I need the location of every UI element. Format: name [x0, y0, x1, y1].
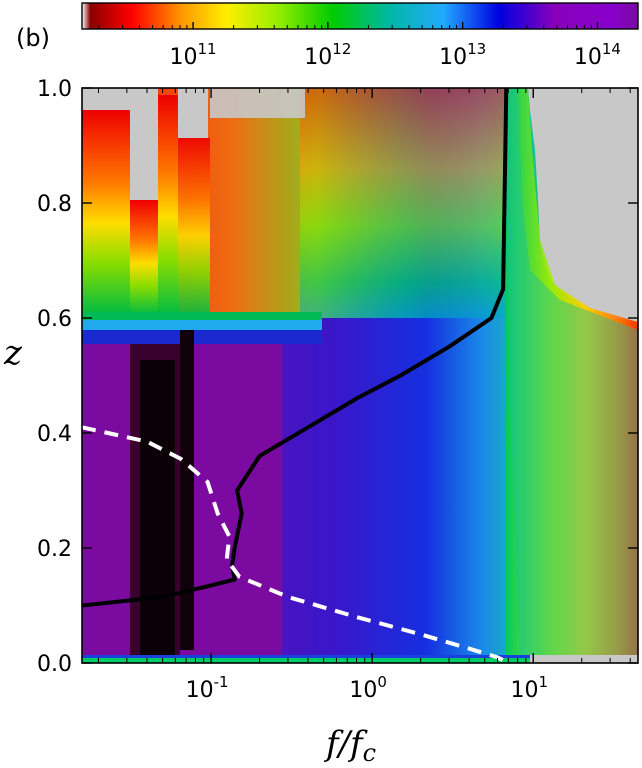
colorbar-ticks: 1011 1012 1013 1014 [98, 22, 621, 70]
x-axis-label: f/fc [323, 724, 376, 767]
nodata-top-right [528, 88, 638, 322]
x-tick-label: 101 [510, 673, 548, 703]
y-tick-label: 0.4 [37, 422, 72, 447]
y-axis-ticks: 0.0 0.2 0.4 0.6 0.8 1.0 [37, 77, 638, 677]
y-tick-label: 1.0 [37, 77, 72, 102]
colorbar-gradient [81, 2, 639, 30]
y-tick-label: 0.0 [37, 652, 72, 677]
x-tick-label: 100 [349, 673, 387, 703]
heatmap-field [82, 88, 638, 663]
y-tick-label: 0.6 [37, 307, 72, 332]
nodata-top-left [82, 88, 130, 110]
y-tick-label: 0.8 [37, 192, 72, 217]
y-axis-label: z [3, 333, 23, 373]
dashed-curve [82, 425, 510, 663]
x-tick-label: 10-1 [186, 673, 229, 703]
panel-label: (b) [16, 24, 50, 52]
y-tick-label: 0.2 [37, 537, 72, 562]
x-axis-ticks: 10-1 100 101 [97, 88, 631, 703]
solid-curve [82, 88, 509, 608]
colorbar-tick-label: 1011 [170, 40, 217, 70]
colorbar-tick-label: 1013 [439, 40, 486, 70]
plot-frame [81, 87, 639, 664]
colorbar: 1011 1012 1013 1014 [81, 2, 639, 70]
colorbar-tick-label: 1012 [304, 40, 351, 70]
colorbar-tick-label: 1014 [574, 40, 621, 70]
